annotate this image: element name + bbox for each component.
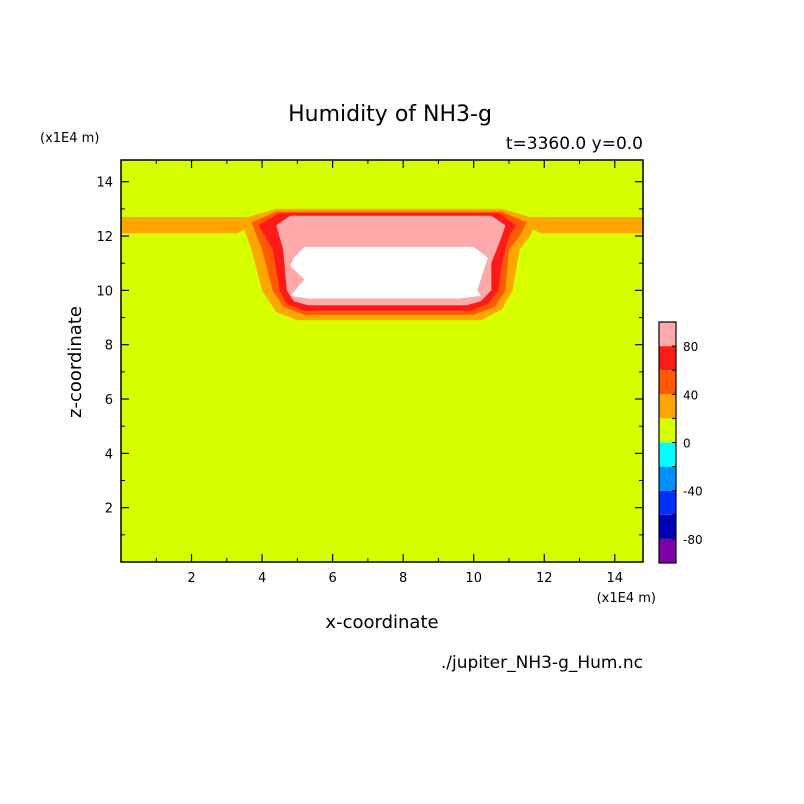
colorbar-swatch: [659, 538, 676, 563]
x-tick-label: 2: [187, 571, 195, 586]
colorbar-swatch: [659, 442, 676, 467]
colorbar: 80 40 0 -40 -80: [658, 321, 703, 564]
x-tick-label: 14: [607, 571, 624, 586]
x-tick-label: 4: [258, 571, 266, 586]
contour-region-5: [290, 246, 488, 299]
colorbar-swatch: [659, 394, 676, 419]
colorbar-swatch: [659, 466, 676, 491]
x-tick-label: 10: [465, 571, 482, 586]
chart-title: Humidity of NH3-g: [288, 102, 492, 127]
colorbar-swatch: [659, 346, 676, 371]
chart-subtitle: t=3360.0 y=0.0: [506, 134, 643, 154]
x-tick-label: 8: [399, 571, 407, 586]
x-axis-unit: (x1E4 m): [597, 591, 656, 606]
colorbar-tick-label: 40: [683, 388, 698, 402]
y-tick-label: 10: [96, 284, 113, 299]
y-tick-label: 8: [105, 339, 113, 354]
colorbar-swatch: [659, 370, 676, 395]
colorbar-swatch: [659, 322, 676, 347]
colorbar-swatch: [659, 514, 676, 539]
colorbar-tick-label: 80: [683, 340, 698, 354]
x-axis-label: x-coordinate: [325, 612, 438, 633]
colorbar-tick-label: -40: [683, 485, 703, 499]
source-file-label: ./jupiter_NH3-g_Hum.nc: [441, 653, 643, 673]
y-tick-label: 14: [96, 176, 113, 191]
y-tick-label: 4: [105, 447, 113, 462]
colorbar-swatch: [659, 418, 676, 443]
y-tick-label: 6: [105, 393, 113, 408]
plot-area: [121, 160, 643, 562]
x-tick-label: 6: [328, 571, 336, 586]
y-axis-label: z-coordinate: [65, 306, 86, 418]
colorbar-tick-label: 0: [683, 437, 691, 451]
axes: 2 4 6 8 10 12 14 2 4 6 8 10 12 14: [96, 159, 644, 586]
y-tick-label: 12: [96, 230, 113, 245]
axes-frame: [120, 159, 644, 563]
x-tick-label: 12: [536, 571, 553, 586]
y-axis-unit: (x1E4 m): [40, 131, 99, 146]
y-tick-label: 2: [105, 502, 113, 517]
colorbar-tick-label: -80: [683, 533, 703, 547]
colorbar-swatch: [659, 490, 676, 515]
